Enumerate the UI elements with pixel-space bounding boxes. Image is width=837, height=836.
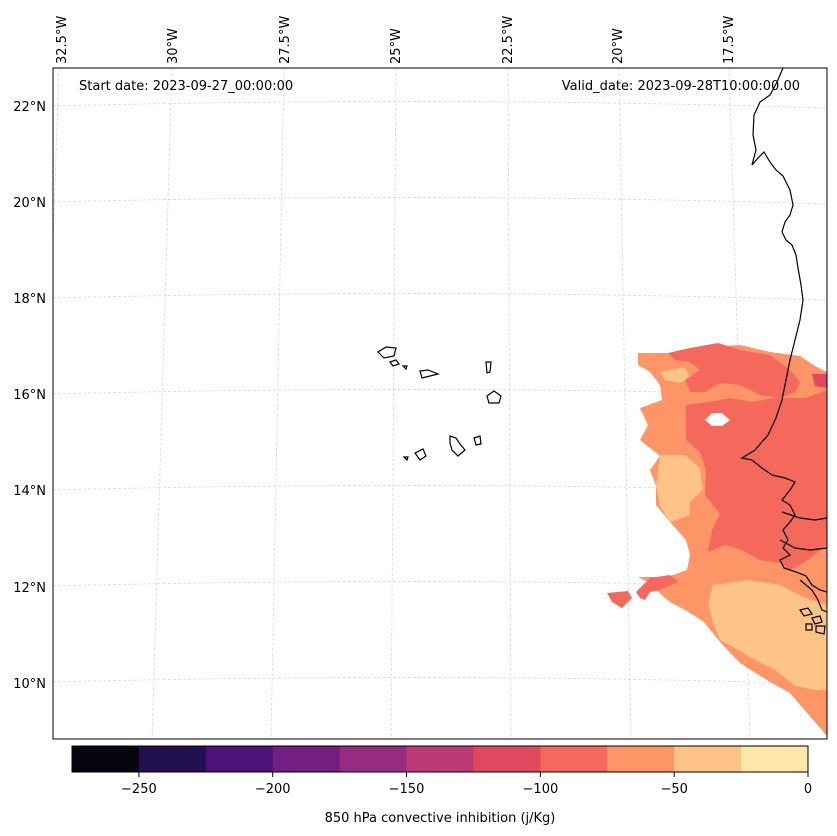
meridian-25 — [390, 68, 397, 739]
colorbar-frame — [71, 745, 809, 773]
colorbar-swatch — [473, 746, 541, 772]
colorbar-swatch — [540, 746, 608, 772]
cin-region-100-75-north — [668, 343, 800, 398]
cin-region-50-25-west — [656, 455, 703, 522]
cin-region-100-75-coast — [636, 575, 678, 600]
santiago — [449, 435, 466, 457]
lat-label-22: 22°N — [13, 100, 46, 115]
parallel-16 — [53, 389, 827, 397]
colorbar-label: 850 hPa convective inhibition (j/Kg) — [325, 811, 556, 826]
colorbar-tick-label: −150 — [389, 782, 425, 797]
casamance — [779, 539, 827, 551]
cin-region-50-25-north — [660, 367, 690, 383]
colorbar-tick-label: −250 — [121, 782, 157, 797]
lat-label-16: 16°N — [13, 388, 46, 403]
parallel-14 — [53, 485, 827, 493]
colorbar-swatch — [339, 746, 408, 772]
parallel-18 — [53, 293, 827, 301]
meridian-27-5 — [270, 68, 285, 739]
gambia-river — [781, 511, 827, 521]
lon-label-25: 25°W — [389, 28, 404, 64]
lon-labels: 32.5°W 30°W 27.5°W 25°W 22.5°W 20°W 17.5… — [55, 16, 737, 64]
lon-label-20: 20°W — [611, 28, 626, 64]
start-date-label: Start date: 2023-09-27_00:00:00 — [79, 79, 293, 94]
colorbar-swatch — [205, 746, 274, 772]
colorbar: −250 −200 −150 −100 −50 0 850 hPa convec… — [71, 745, 812, 826]
lon-label-27-5: 27.5°W — [278, 16, 293, 64]
lat-label-20: 20°N — [13, 196, 46, 211]
colorbar-tick-label: 0 — [804, 782, 812, 797]
lat-label-14: 14°N — [13, 484, 46, 499]
colorbar-tick-label: −50 — [660, 782, 687, 797]
meridian-32-5 — [53, 68, 60, 255]
brava — [402, 456, 409, 462]
boa-vista — [486, 390, 502, 404]
parallel-10 — [53, 677, 827, 685]
colorbar-ticks — [138, 772, 809, 777]
map-frame — [52, 67, 828, 740]
lat-label-10: 10°N — [13, 677, 46, 692]
lon-label-32-5: 32.5°W — [55, 16, 70, 64]
lat-label-12: 12°N — [13, 581, 46, 596]
colorbar-swatches — [72, 746, 809, 772]
colorbar-tick-label: −200 — [255, 782, 291, 797]
lat-label-18: 18°N — [13, 292, 46, 307]
cin-region-100-75-east — [686, 390, 827, 570]
gridlines — [53, 68, 827, 739]
lat-labels: 22°N 20°N 18°N 16°N 14°N 12°N 10°N — [13, 100, 46, 692]
lon-label-30: 30°W — [166, 28, 181, 64]
sao-vicente — [389, 359, 400, 367]
santa-luzia — [401, 365, 408, 371]
santo-antao — [377, 346, 397, 359]
fogo — [414, 448, 427, 461]
valid-date-label: Valid_date: 2023-09-28T10:00:00.00 — [562, 79, 800, 94]
colorbar-swatch — [741, 746, 809, 772]
cin-hole — [705, 413, 730, 426]
sal — [485, 361, 492, 374]
meridian-20 — [618, 68, 632, 739]
parallel-22 — [53, 101, 827, 109]
colorbar-swatch — [72, 746, 140, 772]
parallel-20 — [53, 197, 827, 205]
sao-nicolau — [419, 369, 440, 379]
colorbar-swatch — [406, 746, 474, 772]
cin-region-125-100 — [812, 374, 827, 388]
meridian-30 — [151, 68, 173, 739]
lon-label-17-5: 17.5°W — [722, 16, 737, 64]
parallel-12 — [53, 581, 827, 589]
colorbar-swatch — [607, 746, 675, 772]
colorbar-swatch — [138, 746, 207, 772]
colorbar-tick-label: −100 — [523, 782, 559, 797]
bijagos-islands — [799, 607, 826, 635]
colorbar-swatch — [674, 746, 742, 772]
coastlines — [377, 68, 827, 635]
africa-coastline — [740, 68, 827, 593]
lon-label-22-5: 22.5°W — [501, 16, 516, 64]
maio — [473, 435, 482, 446]
coast-guinea — [799, 579, 827, 613]
meridian-22-5 — [507, 68, 512, 739]
cin-field — [607, 343, 827, 736]
cin-region-50-25-south — [708, 580, 827, 690]
cin-region-100-75-isle — [607, 591, 632, 608]
colorbar-swatch — [272, 746, 341, 772]
